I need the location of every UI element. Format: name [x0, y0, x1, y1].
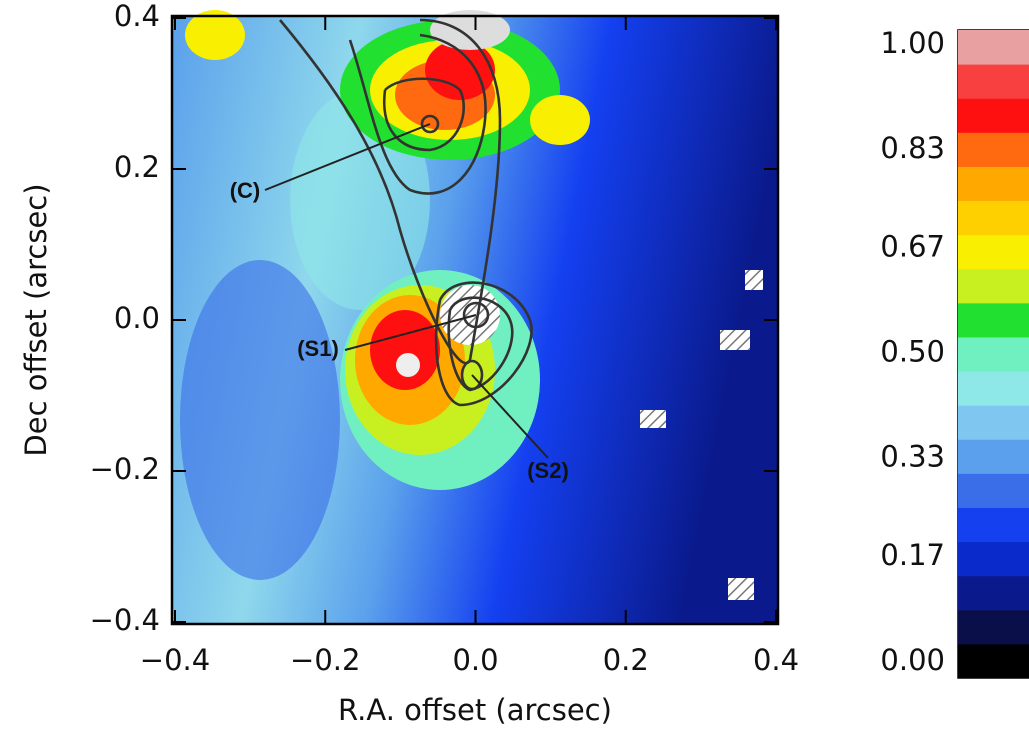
colorbar-swatch [958, 166, 1029, 202]
colorbar-swatch [958, 473, 1029, 508]
colorbar-swatch [958, 609, 1029, 645]
colorbar-tick-label: 0.67 [880, 230, 945, 264]
colorbar-swatch [958, 541, 1029, 577]
annotation: (S2) [527, 458, 569, 483]
colorbar-swatch [958, 575, 1029, 611]
x-tick-label: −0.2 [290, 643, 360, 677]
colorbar-swatch [958, 234, 1029, 270]
colorbar-swatch [958, 336, 1029, 372]
colorbar-tick-label: 0.83 [880, 131, 945, 165]
annotation: (C) [230, 178, 261, 203]
colorbar-swatch [958, 98, 1029, 133]
colorbar-swatch [958, 64, 1029, 99]
colorbar-swatch [958, 268, 1029, 304]
colorbar-swatch [958, 302, 1029, 338]
y-tick-label: 0.4 [114, 0, 160, 33]
x-tick-label: 0.2 [603, 643, 649, 677]
colorbar-tick-label: 1.00 [880, 26, 945, 60]
x-tick-label: 0.4 [753, 643, 799, 677]
colorbar-tick-label: 0.17 [880, 538, 945, 572]
colorbar-tick-label: 0.33 [880, 439, 945, 473]
colorbar-swatch [958, 132, 1029, 167]
x-axis-label: R.A. offset (arcsec) [338, 693, 612, 727]
x-tick-label: 0.0 [452, 643, 498, 677]
y-axis-label: Dec offset (arcsec) [19, 183, 53, 456]
colorbar-swatch [958, 439, 1029, 474]
y-tick-label: −0.4 [90, 603, 160, 637]
colorbar-tick-label: 0.50 [880, 335, 945, 369]
colorbar-swatch [958, 30, 1029, 65]
colorbar-swatch [958, 643, 1029, 679]
colorbar-swatch [958, 507, 1029, 543]
annotation: (S1) [297, 336, 339, 361]
colorbar-swatch [958, 371, 1029, 406]
map-image [172, 10, 778, 624]
x-tick-label: −0.4 [140, 643, 210, 677]
colorbar-tick-label: 0.00 [880, 643, 945, 677]
y-tick-label: 0.0 [114, 301, 160, 335]
y-tick-label: 0.2 [114, 150, 160, 184]
colorbar-swatch [958, 200, 1029, 236]
colorbar-swatch [958, 405, 1029, 440]
y-tick-label: −0.2 [90, 452, 160, 486]
